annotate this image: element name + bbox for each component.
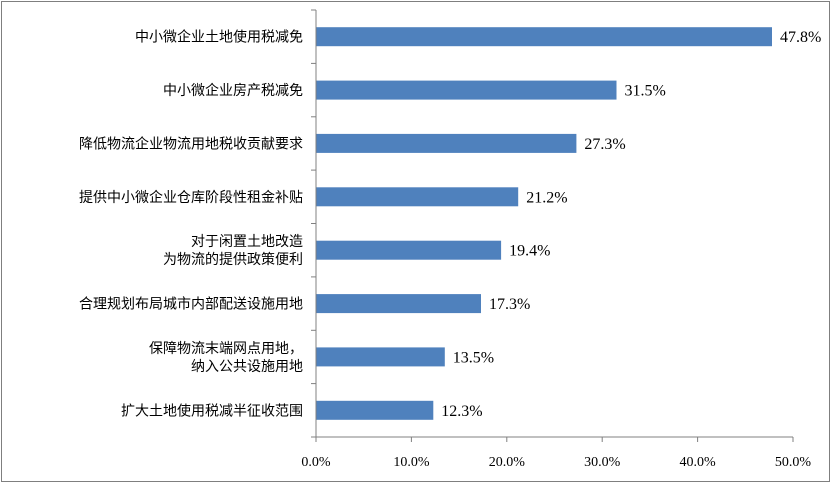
bar: [316, 294, 481, 314]
category-label: 合理规划布局城市内部配送设施用地: [79, 296, 303, 313]
x-tick-label: 20.0%: [489, 455, 526, 470]
data-label: 31.5%: [625, 83, 666, 100]
category-label: 中小微企业房产税减免: [163, 82, 303, 99]
category-label: 提供中小微企业仓库阶段性租金补贴: [79, 189, 303, 206]
data-label: 17.3%: [489, 296, 530, 313]
category-label: 纳入公共设施用地: [191, 359, 303, 375]
x-tick-label: 0.0%: [301, 455, 331, 470]
category-label: 中小微企业土地使用税减免: [135, 29, 303, 46]
bar: [316, 133, 577, 153]
category-label: 扩大土地使用税减半征收范围: [121, 402, 303, 419]
bar: [316, 80, 617, 100]
category-label: 降低物流企业物流用地税收贡献要求: [79, 135, 303, 152]
bar: [316, 240, 502, 260]
bar: [316, 347, 445, 367]
x-tick-label: 40.0%: [680, 455, 717, 470]
bar: [316, 187, 519, 207]
category-label: 对于闲置土地改造: [191, 234, 303, 250]
x-tick-label: 30.0%: [584, 455, 621, 470]
data-label: 19.4%: [509, 243, 550, 260]
data-label: 21.2%: [526, 189, 567, 206]
bar: [316, 400, 434, 420]
x-tick-label: 10.0%: [393, 455, 430, 470]
data-label: 27.3%: [584, 136, 625, 153]
bar: [316, 27, 772, 47]
category-label: 为物流的提供政策便利: [163, 251, 303, 268]
category-label: 保障物流末端网点用地，: [149, 341, 303, 357]
x-tick-label: 50.0%: [775, 455, 812, 470]
data-label: 13.5%: [453, 349, 494, 366]
data-label: 47.8%: [780, 29, 821, 46]
data-label: 12.3%: [441, 403, 482, 420]
